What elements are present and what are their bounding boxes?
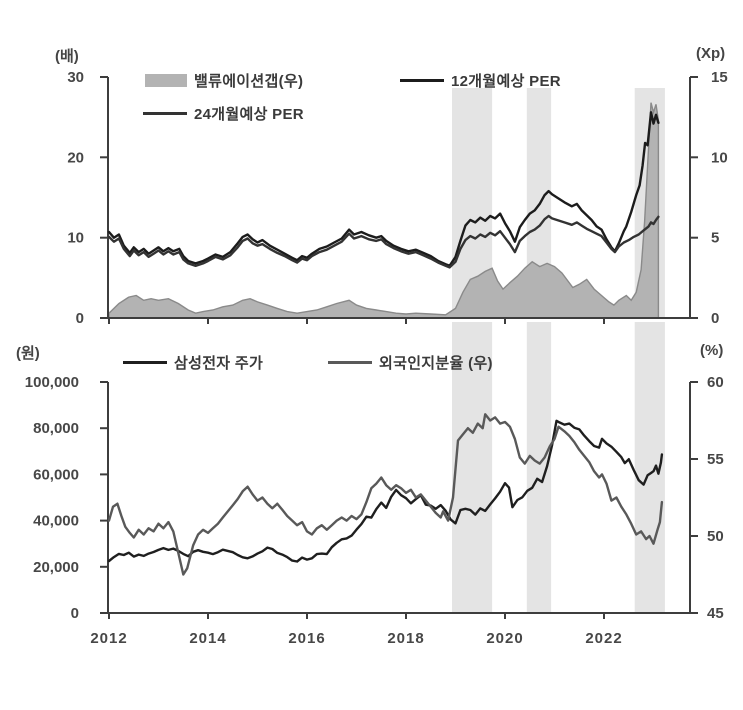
shaded-band — [452, 322, 493, 613]
left-tick-label: 10 — [67, 230, 84, 247]
left-tick-label: 80,000 — [33, 420, 79, 437]
year-label: 2012 — [90, 630, 127, 647]
foreign-ownership-line — [107, 413, 664, 576]
year-label: 2020 — [486, 630, 523, 647]
legend-label-price: 삼성전자 주가 — [174, 355, 264, 372]
right-tick-label: 0 — [711, 310, 719, 327]
legend-label-per-12m: 12개월예상 PER — [451, 73, 561, 90]
per-12m-line — [107, 111, 660, 267]
left-tick-label: 40,000 — [33, 513, 79, 530]
legend-label-per-24m: 24개월예상 PER — [194, 106, 304, 123]
bottom-chart-left-axis-unit: (원) — [16, 345, 40, 362]
left-tick-label: 100,000 — [25, 374, 79, 391]
left-tick-label: 60,000 — [33, 466, 79, 483]
top-chart-right-axis-unit: (Xp) — [696, 45, 726, 62]
per-24m-swatch — [143, 112, 187, 115]
bottom-chart-right-axis-unit: (%) — [700, 342, 724, 359]
foreign-ownership-swatch — [328, 361, 372, 364]
right-tick-label: 45 — [707, 605, 724, 622]
legend-item-foreign-ownership: 외국인지분율 (우) — [328, 352, 493, 373]
right-tick-label: 60 — [707, 374, 724, 391]
right-tick-label: 55 — [707, 451, 724, 468]
year-label: 2016 — [288, 630, 325, 647]
right-tick-label: 5 — [711, 230, 719, 247]
legend-item-valuation-gap: 밸류에이션갭(우) — [145, 70, 303, 91]
price-line — [107, 419, 664, 563]
year-label: 2018 — [387, 630, 424, 647]
valuation-gap-area — [108, 102, 660, 319]
valuation-gap-swatch — [145, 74, 187, 87]
left-tick-label: 20 — [67, 149, 84, 166]
legend-item-per-12m: 12개월예상 PER — [400, 70, 561, 91]
legend-label-valuation-gap: 밸류에이션갭(우) — [194, 73, 304, 90]
right-tick-label: 15 — [711, 69, 728, 86]
year-label: 2014 — [189, 630, 226, 647]
left-tick-label: 20,000 — [33, 559, 79, 576]
right-tick-label: 10 — [711, 149, 728, 166]
price-swatch — [123, 361, 167, 364]
per-24m-line — [107, 214, 660, 269]
per-12m-swatch — [400, 79, 444, 82]
left-tick-label: 30 — [67, 69, 84, 86]
left-tick-label: 0 — [76, 310, 84, 327]
legend-item-price: 삼성전자 주가 — [123, 352, 263, 373]
left-tick-label: 0 — [71, 605, 79, 622]
legend-label-foreign-ownership: 외국인지분율 (우) — [379, 355, 493, 372]
top-chart-left-axis-unit: (배) — [55, 48, 79, 65]
year-label: 2022 — [585, 630, 622, 647]
legend-item-per-24m: 24개월예상 PER — [143, 103, 304, 124]
right-tick-label: 50 — [707, 528, 724, 545]
